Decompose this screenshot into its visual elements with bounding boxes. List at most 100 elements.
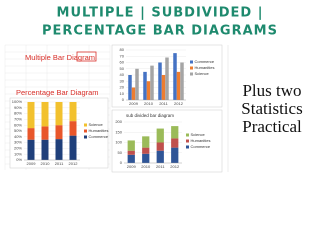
legend-label: Commerce bbox=[195, 59, 215, 64]
sheet-label: Percentage Bar Diagram bbox=[16, 88, 99, 97]
bar-segment bbox=[55, 125, 63, 140]
bar bbox=[135, 68, 139, 100]
header-line: PERCENTAGE BAR DIAGRAMS bbox=[42, 24, 278, 39]
bar-segment bbox=[27, 139, 35, 160]
x-tick-label: 2011 bbox=[159, 101, 168, 106]
y-tick-label: 150 bbox=[115, 129, 122, 134]
y-tick-label: 40 bbox=[120, 72, 125, 77]
bar-segment bbox=[127, 140, 135, 151]
legend-label: Science bbox=[195, 71, 210, 76]
bar-segment bbox=[55, 102, 63, 126]
bar-segment bbox=[171, 147, 179, 163]
bar-segment bbox=[41, 126, 49, 140]
y-tick-label: 100 bbox=[115, 140, 122, 145]
bar-segment bbox=[156, 142, 164, 151]
side-text: Plus two bbox=[242, 81, 301, 100]
bar-segment bbox=[27, 128, 35, 140]
x-tick-label: 2011 bbox=[156, 164, 165, 169]
x-tick-label: 2011 bbox=[55, 161, 64, 166]
legend-swatch bbox=[84, 123, 87, 127]
y-tick-label: 0 bbox=[120, 160, 123, 165]
bar-segment bbox=[41, 102, 49, 127]
header-line: MULTIPLE | SUBDIVIDED | bbox=[57, 6, 264, 21]
legend-label: Commerce bbox=[191, 144, 211, 149]
bar-segment bbox=[156, 128, 164, 143]
y-tick-label: 20 bbox=[120, 85, 125, 90]
legend-label: Humanities bbox=[89, 128, 109, 133]
bar-segment bbox=[156, 150, 164, 163]
y-tick-label: 50% bbox=[14, 128, 22, 133]
bar bbox=[158, 62, 162, 100]
y-tick-label: 100% bbox=[12, 99, 23, 104]
bar-segment bbox=[171, 126, 179, 139]
bar bbox=[180, 62, 184, 100]
y-tick-label: 70 bbox=[120, 53, 125, 58]
bar bbox=[143, 71, 147, 100]
x-tick-label: 2010 bbox=[144, 101, 154, 106]
bar-segment bbox=[142, 153, 150, 163]
bar-segment bbox=[127, 150, 135, 155]
legend-label: Humanities bbox=[191, 138, 211, 143]
x-tick-label: 2012 bbox=[69, 161, 79, 166]
legend-swatch bbox=[190, 60, 193, 64]
bar-segment bbox=[171, 138, 179, 148]
bar-segment bbox=[27, 102, 35, 129]
bar-segment bbox=[55, 139, 63, 160]
x-tick-label: 2009 bbox=[129, 101, 139, 106]
y-tick-label: 0% bbox=[16, 157, 22, 162]
legend-swatch bbox=[186, 139, 189, 143]
y-tick-label: 90% bbox=[14, 105, 22, 110]
y-tick-label: 30% bbox=[14, 140, 22, 145]
legend-swatch bbox=[186, 145, 189, 149]
legend-swatch bbox=[84, 129, 87, 133]
bar bbox=[128, 75, 132, 100]
bar bbox=[165, 57, 169, 100]
y-tick-label: 10% bbox=[14, 151, 22, 156]
y-tick-label: 0 bbox=[122, 97, 125, 102]
bar bbox=[146, 81, 151, 100]
y-tick-label: 50 bbox=[118, 150, 123, 155]
x-tick-label: 2012 bbox=[170, 164, 180, 169]
bar-segment bbox=[142, 136, 150, 148]
side-text: Practical bbox=[242, 117, 302, 136]
bar bbox=[131, 87, 136, 100]
side-text: Statistics bbox=[241, 99, 302, 118]
y-tick-label: 50 bbox=[120, 66, 125, 71]
legend-label: Commerce bbox=[89, 134, 109, 139]
y-tick-label: 80 bbox=[120, 47, 125, 52]
bar bbox=[173, 53, 177, 100]
y-tick-label: 60% bbox=[14, 122, 22, 127]
legend-swatch bbox=[84, 135, 87, 139]
y-tick-label: 20% bbox=[14, 145, 22, 150]
legend-label: Science bbox=[191, 132, 206, 137]
y-tick-label: 10 bbox=[120, 91, 125, 96]
bar-segment bbox=[41, 139, 49, 160]
legend-swatch bbox=[186, 133, 189, 137]
y-tick-label: 200 bbox=[115, 119, 122, 124]
selected-cell bbox=[76, 51, 97, 62]
bar-segment bbox=[69, 102, 77, 122]
legend-label: Humanities bbox=[195, 65, 215, 70]
bar bbox=[150, 65, 154, 100]
legend-swatch bbox=[190, 72, 193, 76]
sheet-label: Multiple Bar Diagram bbox=[25, 53, 95, 62]
bar-segment bbox=[69, 135, 77, 160]
x-tick-label: 2009 bbox=[27, 161, 37, 166]
chart-title: sub divided bar diagram bbox=[126, 113, 174, 118]
thumbnail: MULTIPLE | SUBDIVIDED | PERCENTAGE BAR D… bbox=[4, 5, 303, 173]
y-tick-label: 70% bbox=[14, 116, 22, 121]
x-tick-label: 2009 bbox=[127, 164, 137, 169]
y-tick-label: 40% bbox=[14, 134, 22, 139]
bar-segment bbox=[142, 147, 150, 154]
legend-label: Science bbox=[89, 122, 104, 127]
bar bbox=[176, 71, 181, 100]
bar-segment bbox=[69, 121, 77, 136]
x-tick-label: 2010 bbox=[41, 161, 51, 166]
x-tick-label: 2012 bbox=[174, 101, 184, 106]
bar bbox=[161, 75, 166, 100]
y-tick-label: 60 bbox=[120, 60, 125, 65]
y-tick-label: 80% bbox=[14, 111, 22, 116]
bar-segment bbox=[127, 154, 135, 163]
legend-swatch bbox=[190, 66, 193, 70]
x-tick-label: 2010 bbox=[141, 164, 151, 169]
